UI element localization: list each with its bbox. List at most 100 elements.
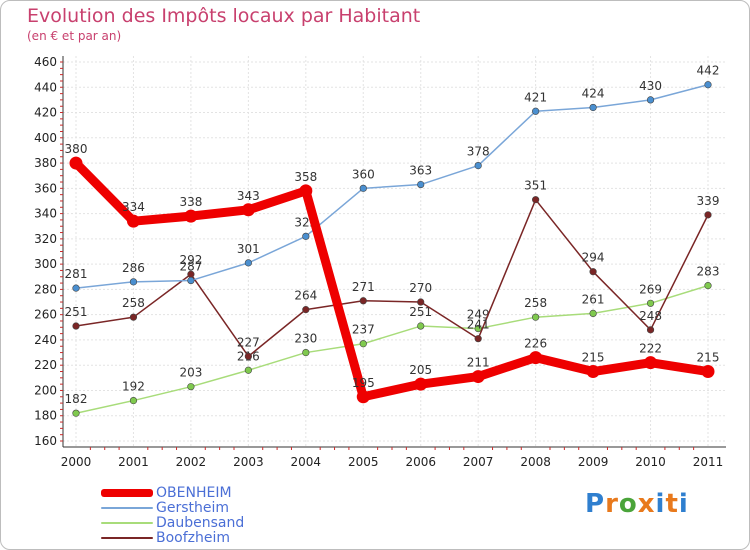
y-tick-label: 460 xyxy=(34,55,57,69)
data-label: 271 xyxy=(352,280,375,294)
data-point xyxy=(644,356,658,370)
logo-letter: x xyxy=(637,489,656,519)
data-label: 248 xyxy=(639,309,662,323)
data-label: 358 xyxy=(294,170,317,184)
data-point xyxy=(646,326,655,334)
data-label: 270 xyxy=(409,281,432,295)
logo-letter: P xyxy=(585,489,606,519)
data-label: 211 xyxy=(467,356,490,370)
data-point xyxy=(69,156,83,170)
data-point xyxy=(474,335,482,343)
data-point xyxy=(244,259,252,267)
x-tick-label: 2000 xyxy=(61,455,92,469)
data-point xyxy=(187,383,195,391)
data-point xyxy=(359,184,367,192)
chart-subtitle: (en € et par an) xyxy=(27,29,122,43)
chart-title: Evolution des Impôts locaux par Habitant xyxy=(27,5,421,27)
data-point xyxy=(704,81,712,89)
data-point xyxy=(129,278,138,286)
data-point xyxy=(529,351,543,365)
data-point xyxy=(302,306,310,314)
legend-swatch xyxy=(101,507,153,509)
data-label: 222 xyxy=(639,342,662,356)
data-label: 343 xyxy=(237,189,260,203)
data-point xyxy=(72,322,80,330)
data-label: 203 xyxy=(179,366,202,380)
data-point xyxy=(129,396,138,405)
data-label: 249 xyxy=(467,308,490,322)
data-label: 215 xyxy=(697,351,720,365)
data-label: 261 xyxy=(582,292,605,306)
logo-letter: o xyxy=(618,489,638,519)
y-tick-label: 160 xyxy=(34,434,57,448)
data-point xyxy=(701,365,715,379)
data-label: 421 xyxy=(524,90,547,104)
data-label: 334 xyxy=(122,200,145,214)
data-point xyxy=(474,161,482,170)
data-point xyxy=(302,348,310,357)
legend-swatch xyxy=(101,522,153,524)
y-tick-label: 260 xyxy=(34,308,57,322)
data-label: 424 xyxy=(582,86,605,100)
data-label: 269 xyxy=(639,282,662,296)
data-point xyxy=(72,409,80,417)
legend-label: OBENHEIM xyxy=(156,485,232,501)
data-label: 227 xyxy=(237,335,260,349)
data-label: 292 xyxy=(179,253,202,267)
data-label: 430 xyxy=(639,79,662,93)
data-label: 378 xyxy=(467,145,490,159)
data-point xyxy=(299,184,313,198)
data-label: 442 xyxy=(697,64,720,78)
data-point xyxy=(359,340,367,348)
x-tick-label: 2011 xyxy=(693,455,724,469)
data-label: 287 xyxy=(179,260,202,274)
data-point xyxy=(532,313,540,321)
y-tick-label: 180 xyxy=(34,409,57,423)
data-label: 192 xyxy=(122,380,145,394)
data-point xyxy=(126,214,140,228)
x-tick-label: 2004 xyxy=(291,455,322,469)
data-point xyxy=(414,377,428,391)
y-tick-label: 200 xyxy=(34,383,57,397)
data-label: 237 xyxy=(352,323,375,337)
data-point xyxy=(72,284,80,292)
y-tick-label: 380 xyxy=(34,156,57,170)
data-label: 251 xyxy=(65,305,88,319)
data-point xyxy=(704,282,712,290)
y-tick-label: 440 xyxy=(34,80,57,94)
series-line-daubensand xyxy=(75,284,709,414)
proxiti-logo: Proxiti xyxy=(585,489,689,519)
legend-label: Daubensand xyxy=(156,515,245,531)
data-label: 230 xyxy=(294,332,317,346)
data-point xyxy=(532,107,540,115)
y-tick-label: 360 xyxy=(34,181,57,195)
y-tick-label: 320 xyxy=(34,232,57,246)
x-tick-label: 2006 xyxy=(405,455,436,469)
data-label: 195 xyxy=(352,376,375,390)
data-label: 283 xyxy=(697,265,720,279)
x-tick-label: 2010 xyxy=(635,455,666,469)
data-point xyxy=(244,352,252,360)
y-tick-label: 220 xyxy=(34,358,57,372)
logo-letter: t xyxy=(665,489,679,519)
data-point xyxy=(129,313,138,321)
x-tick-label: 2001 xyxy=(118,455,149,469)
data-label: 226 xyxy=(524,337,547,351)
data-label: 286 xyxy=(122,261,145,275)
logo-letter: i xyxy=(678,489,689,519)
data-point xyxy=(532,196,540,204)
y-tick-label: 340 xyxy=(34,207,57,221)
data-label: 294 xyxy=(582,251,605,265)
data-point xyxy=(646,96,655,104)
logo-letter: r xyxy=(605,489,619,519)
data-label: 380 xyxy=(65,142,88,156)
data-label: 360 xyxy=(352,167,375,181)
data-point xyxy=(586,365,600,379)
data-point xyxy=(589,309,597,318)
data-label: 338 xyxy=(179,195,202,209)
y-tick-label: 400 xyxy=(34,131,57,145)
data-point xyxy=(356,390,370,404)
data-label: 339 xyxy=(697,194,720,208)
data-point xyxy=(302,232,310,240)
data-point xyxy=(471,370,485,384)
